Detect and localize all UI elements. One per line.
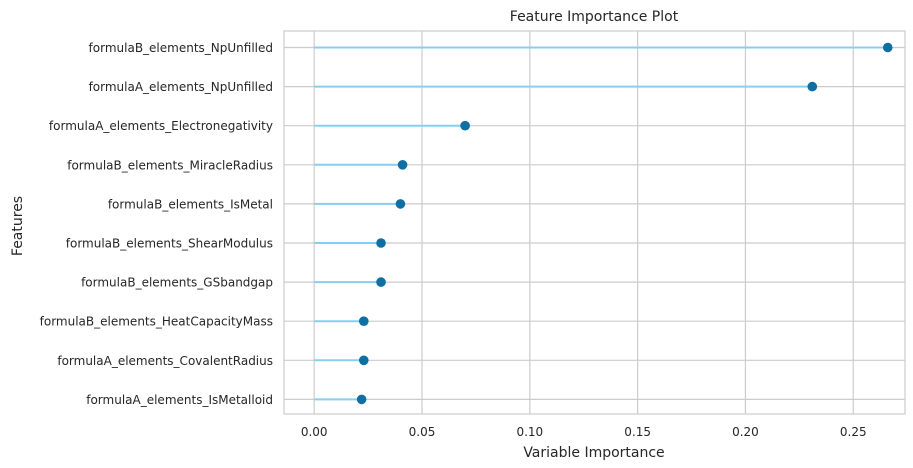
y-tick-label: formulaB_elements_IsMetal (108, 197, 273, 211)
stems (314, 46, 888, 401)
importance-marker (397, 160, 408, 170)
chart-title: Feature Importance Plot (510, 9, 679, 25)
y-tick-label: formulaB_elements_NpUnfilled (89, 41, 273, 55)
importance-marker (358, 316, 369, 327)
y-axis-label: Features (10, 196, 26, 256)
x-tick-label: 0.10 (516, 425, 543, 439)
importance-marker (358, 355, 369, 366)
plot-frame (283, 30, 906, 415)
y-tick-label: formulaA_elements_IsMetalloid (86, 393, 273, 407)
y-tick-label: formulaB_elements_MiracleRadius (67, 158, 273, 172)
y-tick-label: formulaB_elements_ShearModulus (66, 237, 273, 251)
y-tick-label: formulaA_elements_NpUnfilled (89, 80, 273, 94)
importance-marker (356, 394, 367, 405)
importance-marker (395, 199, 406, 209)
x-axis-label: Variable Importance (523, 445, 664, 461)
y-tick-label: formulaA_elements_Electronegativity (49, 119, 273, 133)
markers (356, 42, 893, 405)
importance-marker (460, 120, 470, 131)
y-tick-label: formulaA_elements_CovalentRadius (57, 354, 273, 368)
importance-marker (807, 81, 818, 92)
x-tick-labels: 0.00 0.05 0.10 0.15 0.20 0.25 (301, 425, 867, 439)
x-tick-label: 0.20 (732, 425, 759, 439)
x-tick-label: 0.05 (409, 425, 436, 439)
y-tick-label: formulaB_elements_HeatCapacityMass (40, 315, 273, 329)
x-tick-label: 0.00 (301, 425, 328, 439)
x-tick-label: 0.25 (840, 425, 867, 439)
importance-marker (376, 277, 386, 287)
y-tick-label: formulaB_elements_GSbandgap (81, 276, 273, 290)
y-tick-labels: formulaB_elements_NpUnfilled formulaA_ele… (40, 41, 273, 407)
importance-marker (376, 238, 386, 248)
x-tick-label: 0.15 (624, 425, 651, 439)
importance-marker (882, 42, 893, 53)
